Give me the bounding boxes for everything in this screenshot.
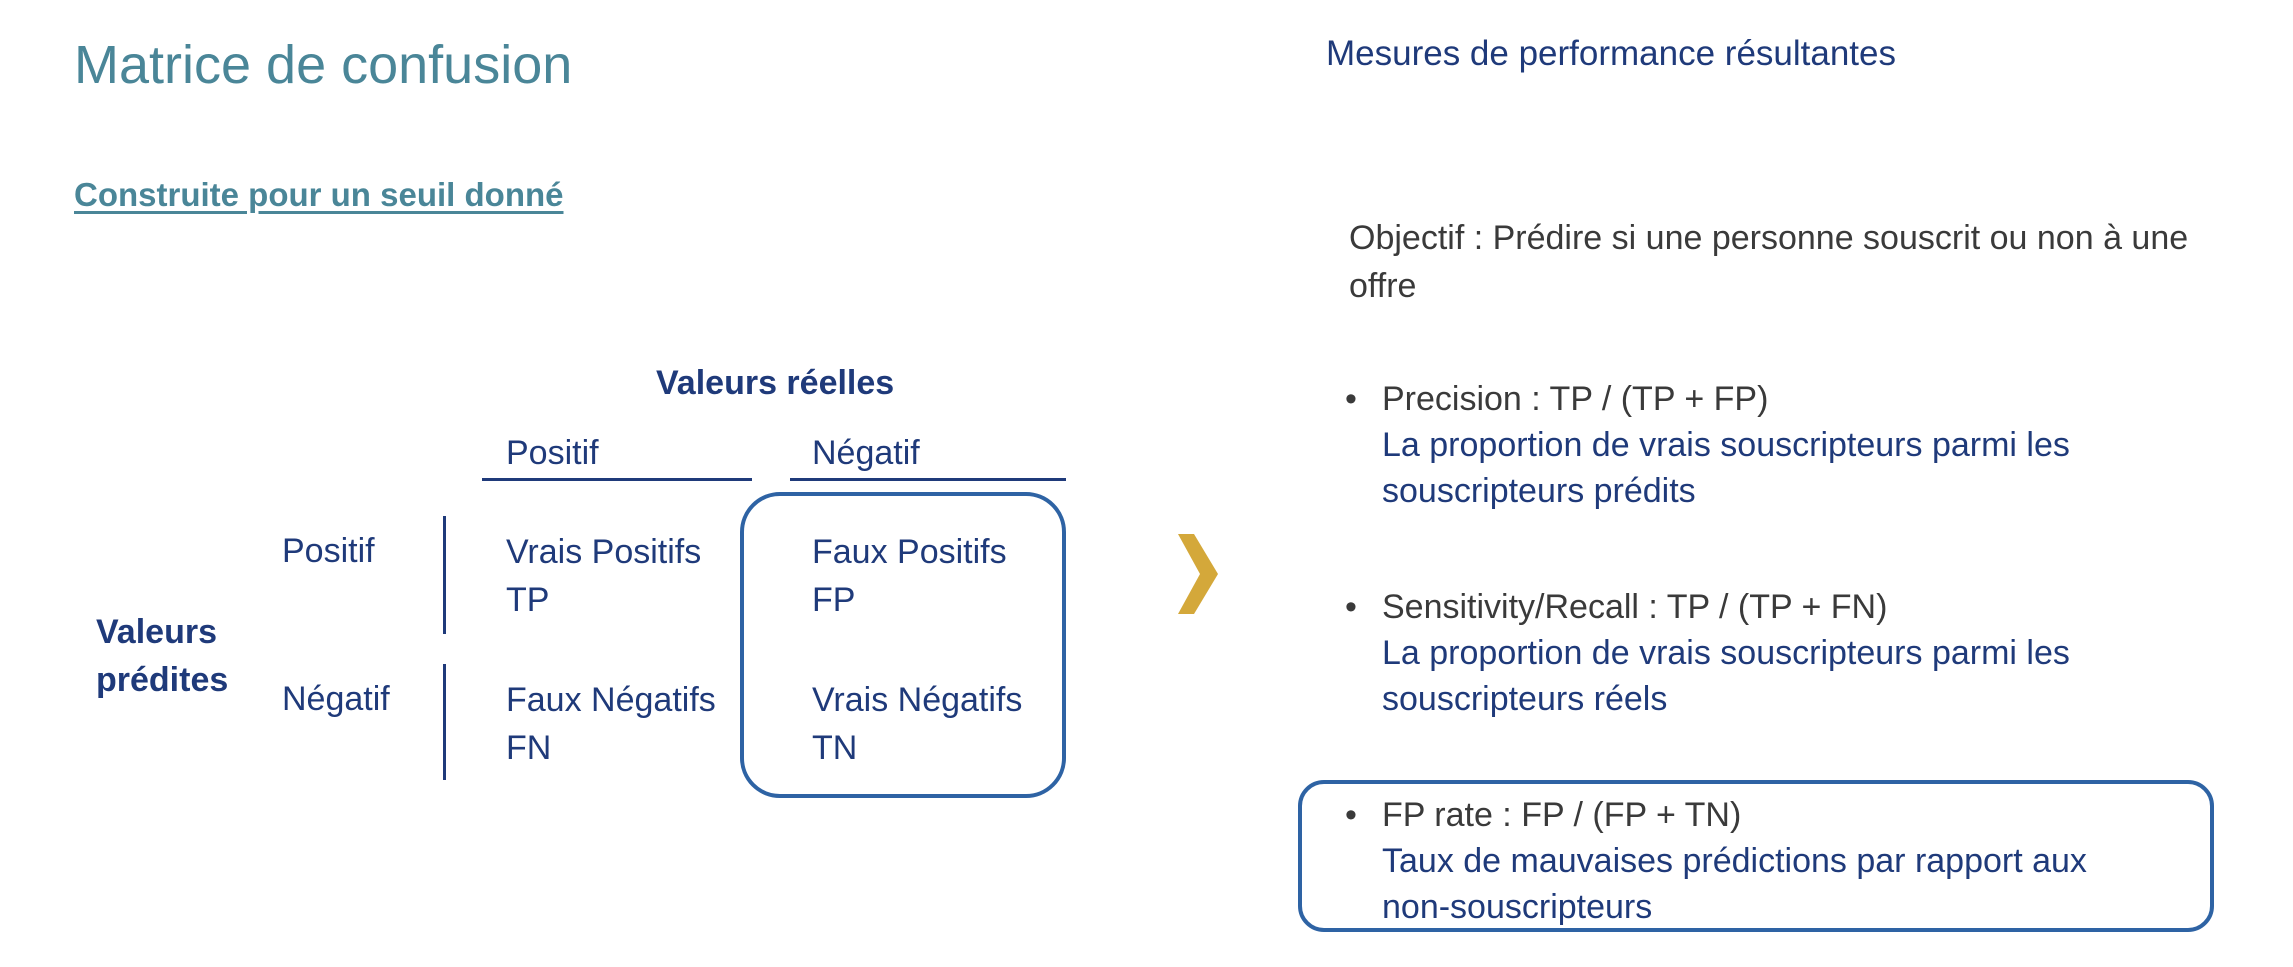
metric-precision-desc-1: La proportion de vrais souscripteurs par…	[1382, 426, 2070, 464]
cell-fp-name: Faux Positifs	[812, 533, 1007, 571]
column-positive-underline	[482, 478, 752, 481]
cell-true-positives: Vrais Positifs TP	[506, 528, 701, 624]
cell-false-negatives: Faux Négatifs FN	[506, 676, 716, 772]
metric-fp-rate-desc-2: non-souscripteurs	[1382, 888, 1653, 926]
cell-tp-name: Vrais Positifs	[506, 533, 702, 571]
objective-text: Objectif : Prédire si une personne sousc…	[1349, 219, 2189, 305]
metric-fp-rate: • FP rate : FP / (FP + TN) Taux de mauva…	[1345, 792, 2087, 930]
cell-true-negatives: Vrais Négatifs TN	[812, 676, 1022, 772]
bullet-dot-icon: •	[1345, 380, 1357, 418]
predicted-label-line1: Valeurs	[96, 613, 217, 651]
column-header-positive: Positif	[506, 434, 599, 472]
row-negative-divider	[443, 664, 446, 780]
metric-recall-desc-1: La proportion de vrais souscripteurs par…	[1382, 634, 2070, 672]
row-positive-divider	[443, 516, 446, 634]
metric-fp-rate-formula: FP rate : FP / (FP + TN)	[1382, 796, 1742, 834]
actual-values-label: Valeurs réelles	[656, 364, 895, 402]
negative-column-highlight-frame	[740, 492, 1066, 798]
cell-false-positives: Faux Positifs FP	[812, 528, 1007, 624]
fp-rate-highlight-frame	[1298, 780, 2214, 932]
predicted-label-line2: prédites	[96, 661, 229, 699]
page-title: Matrice de confusion	[74, 35, 573, 95]
bullet-dot-icon: •	[1345, 588, 1357, 626]
metric-recall: • Sensitivity/Recall : TP / (TP + FN) La…	[1345, 584, 2070, 722]
metric-precision: • Precision : TP / (TP + FP) La proporti…	[1345, 376, 2070, 514]
row-header-positive: Positif	[282, 532, 375, 570]
predicted-values-label: Valeurs prédites	[96, 608, 228, 704]
metric-recall-desc-2: souscripteurs réels	[1382, 680, 1668, 718]
metric-recall-formula: Sensitivity/Recall : TP / (TP + FN)	[1382, 588, 1888, 626]
cell-tp-abbr: TP	[506, 581, 550, 619]
column-negative-underline	[790, 478, 1066, 481]
metric-precision-desc-2: souscripteurs prédits	[1382, 472, 1696, 510]
metric-precision-formula: Precision : TP / (TP + FP)	[1382, 380, 1769, 418]
cell-tn-name: Vrais Négatifs	[812, 681, 1023, 719]
page-subtitle: Construite pour un seuil donné	[74, 176, 564, 213]
metrics-title: Mesures de performance résultantes	[1326, 34, 1896, 73]
cell-fn-name: Faux Négatifs	[506, 681, 716, 719]
cell-tn-abbr: TN	[812, 729, 858, 767]
row-header-negative: Négatif	[282, 680, 390, 718]
cell-fp-abbr: FP	[812, 581, 856, 619]
column-header-negative: Négatif	[812, 434, 920, 472]
bullet-dot-icon: •	[1345, 796, 1357, 834]
cell-fn-abbr: FN	[506, 729, 552, 767]
chevron-right-icon	[1178, 534, 1218, 614]
metric-fp-rate-desc-1: Taux de mauvaises prédictions par rappor…	[1382, 842, 2087, 880]
